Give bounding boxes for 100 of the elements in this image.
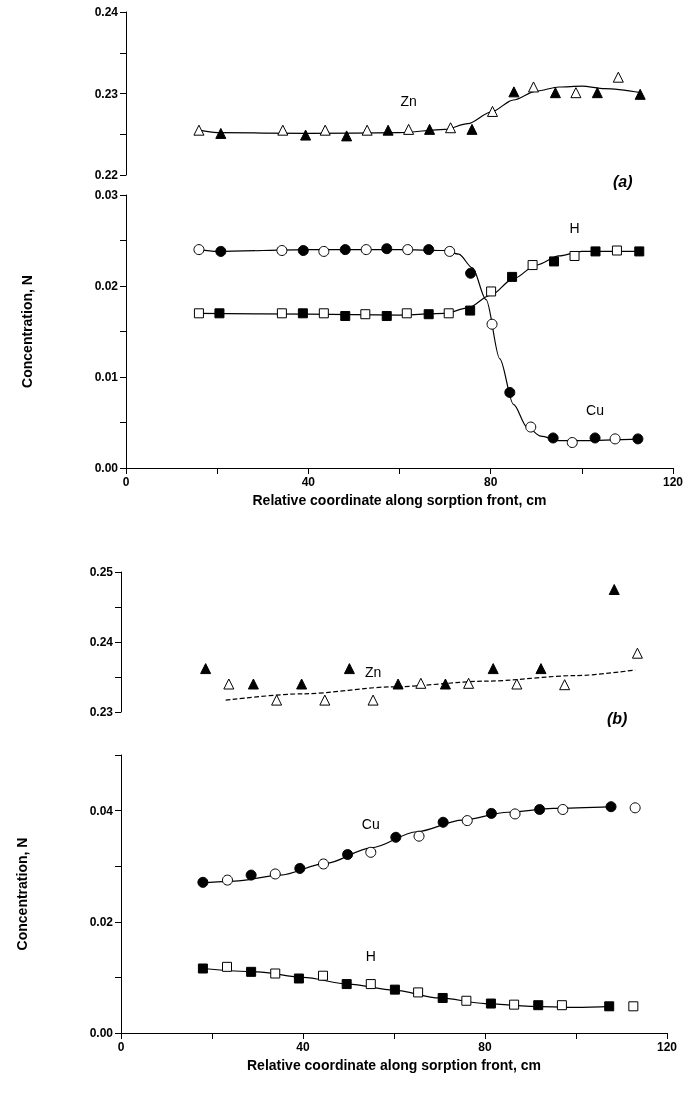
y-tick-label: 0.00 — [94, 461, 119, 475]
point — [318, 245, 330, 257]
point — [485, 998, 496, 1009]
point — [525, 421, 537, 433]
point — [413, 830, 425, 842]
point — [276, 245, 288, 257]
point — [547, 432, 559, 444]
point — [365, 846, 377, 858]
point — [297, 245, 309, 257]
point — [193, 124, 205, 136]
point — [504, 386, 516, 398]
point — [223, 678, 235, 690]
y-tick-label: 0.24 — [94, 5, 119, 19]
point — [559, 679, 571, 691]
point — [487, 663, 499, 675]
point — [360, 309, 371, 320]
point — [276, 308, 287, 319]
annotation: H — [365, 948, 376, 965]
point — [341, 979, 352, 990]
point — [465, 305, 476, 316]
annotation: Zn — [400, 93, 417, 110]
point — [271, 694, 283, 706]
point — [465, 267, 477, 279]
point — [415, 677, 427, 689]
annotation: H — [569, 219, 580, 236]
y-tick-label: 0.04 — [89, 803, 114, 818]
y-tick-label: 0.03 — [94, 188, 119, 202]
point — [270, 968, 281, 979]
point — [403, 123, 415, 135]
point — [423, 309, 434, 320]
annotation: Zn — [364, 664, 382, 681]
point — [193, 308, 204, 319]
y-tick-label: 0.01 — [94, 370, 119, 384]
point — [222, 961, 233, 972]
point — [215, 127, 227, 139]
point — [367, 694, 379, 706]
y-tick-label: 0.00 — [89, 1026, 114, 1040]
point — [570, 87, 582, 99]
point — [533, 1000, 544, 1011]
point — [527, 260, 538, 271]
point — [486, 286, 497, 297]
point — [634, 246, 645, 257]
point — [215, 245, 227, 257]
y-tick-label: 0.23 — [89, 705, 114, 719]
point — [319, 694, 331, 706]
point — [392, 678, 404, 690]
point — [466, 123, 478, 135]
x-tick-label: 0 — [122, 475, 130, 489]
point — [294, 862, 306, 874]
point — [319, 124, 331, 136]
point — [609, 433, 621, 445]
point — [365, 979, 376, 990]
point — [444, 245, 456, 257]
point — [445, 122, 457, 134]
point — [549, 256, 560, 267]
point — [381, 311, 392, 322]
point — [528, 81, 540, 93]
y-tick-label: 0.22 — [94, 168, 119, 182]
point — [246, 966, 257, 977]
point — [381, 243, 393, 255]
point — [485, 807, 497, 819]
point — [508, 86, 520, 98]
point — [361, 124, 373, 136]
point — [401, 308, 412, 319]
x-tick-label: 40 — [296, 1040, 310, 1054]
point — [197, 876, 209, 888]
point — [557, 803, 569, 815]
point — [590, 246, 601, 257]
point — [297, 308, 308, 319]
point — [569, 250, 580, 261]
point — [507, 271, 518, 282]
point — [247, 678, 259, 690]
point — [634, 88, 646, 100]
point — [486, 318, 498, 330]
point — [343, 663, 355, 675]
y-tick-label: 0.24 — [89, 635, 114, 649]
point — [437, 992, 448, 1003]
y-tick-label: 0.25 — [89, 565, 114, 579]
point — [390, 831, 402, 843]
point — [549, 87, 561, 99]
point — [214, 308, 225, 319]
point — [443, 308, 454, 319]
x-tick-label: 120 — [656, 1040, 678, 1054]
point — [360, 244, 372, 256]
point — [534, 803, 546, 815]
x-tick-label: 120 — [662, 475, 684, 489]
point — [608, 584, 620, 595]
y-tick-label: 0.02 — [89, 914, 114, 929]
point — [604, 1001, 615, 1012]
point — [556, 1000, 567, 1011]
point — [277, 124, 289, 136]
point — [424, 123, 436, 135]
x-tick-label: 80 — [478, 1040, 492, 1054]
annotation: (a) — [613, 172, 633, 190]
y-tick-label: 0.02 — [94, 279, 119, 293]
point — [318, 308, 329, 319]
point — [612, 71, 624, 83]
y-axis-title: Concentration, N — [14, 837, 30, 951]
point — [611, 245, 622, 256]
point — [439, 678, 451, 690]
